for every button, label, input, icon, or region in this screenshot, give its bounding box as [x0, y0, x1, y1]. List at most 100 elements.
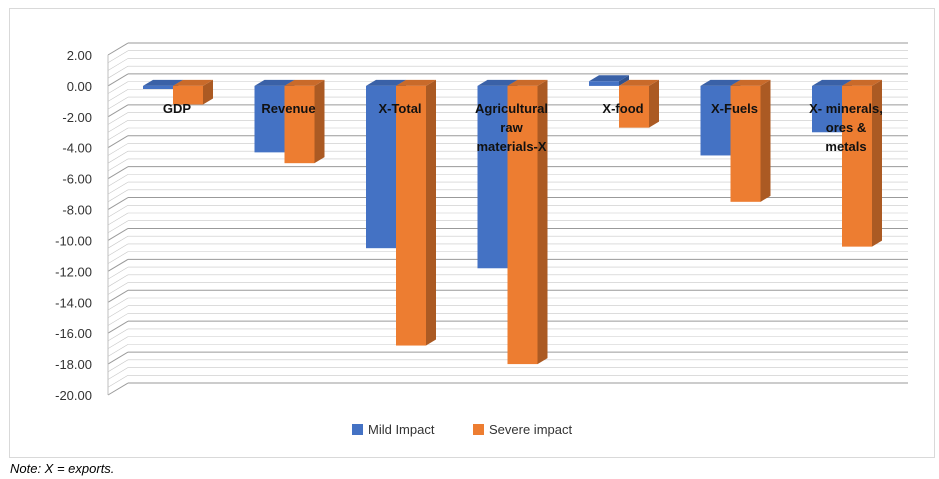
- y-tick-label: -6.00: [62, 172, 92, 187]
- gridline-side: [107, 228, 129, 241]
- category-label: X-Total: [378, 101, 421, 116]
- gridline-side: [107, 127, 129, 141]
- gridline-side: [107, 189, 129, 203]
- bar-top: [396, 79, 436, 86]
- gridline-side: [107, 212, 129, 226]
- bar: [619, 85, 649, 128]
- gridline-side: [107, 359, 129, 373]
- legend-label: Mild Impact: [368, 422, 435, 437]
- gridline-side: [107, 205, 129, 218]
- bar: [730, 85, 761, 202]
- gridline-side: [107, 166, 129, 180]
- y-tick-label: -8.00: [62, 203, 92, 218]
- bar: [143, 85, 173, 89]
- gridline-side: [107, 266, 129, 280]
- bar-top: [730, 79, 771, 86]
- bar-top: [284, 79, 325, 86]
- category-label: X-food: [602, 101, 643, 116]
- category-label: materials-X: [476, 139, 546, 154]
- bar: [366, 85, 396, 249]
- gridline-side: [107, 297, 129, 311]
- bar: [589, 81, 619, 86]
- y-tick-label: -18.00: [55, 357, 92, 372]
- bar-top: [589, 75, 629, 82]
- bar-side: [203, 79, 213, 105]
- gridline-side: [107, 351, 129, 365]
- gridline-side: [107, 58, 129, 71]
- y-tick-label: -10.00: [55, 233, 92, 248]
- gridline-side: [107, 112, 129, 125]
- y-tick-label: -16.00: [55, 326, 92, 341]
- gridline-side: [107, 235, 129, 249]
- bar-side: [872, 79, 882, 247]
- gridline-side: [107, 305, 129, 318]
- gridline-side: [107, 73, 129, 87]
- bar-chart: 2.00 0.00 -2.00 -4.00 -6.00 -8.00 -10.00 -12.00…: [55, 42, 908, 437]
- gridline-side: [107, 81, 129, 94]
- gridline-side: [107, 367, 129, 380]
- gridline-side: [107, 344, 129, 357]
- gridline-side: [107, 96, 129, 110]
- y-tick-label: -12.00: [55, 264, 92, 279]
- bar-top: [254, 79, 295, 86]
- gridline-side: [107, 313, 129, 326]
- bar-side: [619, 75, 629, 86]
- y-tick-label: -20.00: [55, 388, 92, 403]
- gridline-side: [107, 375, 129, 388]
- gridline-side: [107, 282, 129, 295]
- gridline-side: [107, 251, 129, 264]
- y-tick-label: -4.00: [62, 141, 92, 156]
- bar-side: [426, 79, 436, 346]
- gridline-side: [107, 274, 129, 288]
- bar-top: [507, 79, 548, 86]
- gridline-side: [107, 181, 129, 195]
- bar-top: [366, 79, 406, 86]
- category-label: metals: [825, 139, 866, 154]
- bar-top: [173, 79, 213, 86]
- gridline-side: [107, 65, 129, 79]
- y-tick-label: 2.00: [67, 48, 92, 63]
- chart-note: Note: X = exports.: [10, 461, 115, 476]
- bar-side: [537, 79, 548, 365]
- gridline-side: [107, 174, 129, 187]
- bar-top: [619, 79, 659, 86]
- gridline-side: [107, 243, 129, 257]
- bar-side: [314, 79, 325, 164]
- category-label: Revenue: [261, 101, 315, 116]
- bar: [396, 85, 426, 346]
- bar: [254, 85, 285, 153]
- gridline-side: [107, 135, 129, 149]
- y-tick-label: -2.00: [62, 110, 92, 125]
- bar-top: [477, 79, 518, 86]
- legend-swatch: [473, 424, 484, 435]
- bar: [812, 85, 842, 133]
- bar-top: [842, 79, 882, 86]
- gridline-side: [107, 50, 129, 63]
- gridline-side: [107, 143, 129, 156]
- bar-top: [812, 79, 852, 86]
- bar-top: [700, 79, 741, 86]
- category-label: X-Fuels: [711, 101, 758, 116]
- gridline-side: [107, 158, 129, 172]
- bar: [842, 85, 872, 247]
- legend-label: Severe impact: [489, 422, 572, 437]
- bar: [477, 85, 508, 269]
- bar-top: [143, 79, 183, 86]
- bar: [700, 85, 731, 156]
- category-label: ores &: [826, 120, 866, 135]
- bar-side: [760, 79, 771, 202]
- gridline-side: [107, 104, 129, 118]
- bar-side: [649, 79, 659, 128]
- category-label: Agricultural: [475, 101, 548, 116]
- y-tick-label: -14.00: [55, 295, 92, 310]
- gridline-side: [107, 120, 129, 133]
- category-label: GDP: [163, 101, 192, 116]
- bar: [173, 85, 203, 105]
- bar: [284, 85, 315, 164]
- gridline-side: [107, 289, 129, 303]
- gridline-side: [107, 197, 129, 210]
- y-tick-label: 0.00: [67, 79, 92, 94]
- gridline-side: [107, 220, 129, 233]
- category-label: X- minerals,: [809, 101, 883, 116]
- legend-swatch: [352, 424, 363, 435]
